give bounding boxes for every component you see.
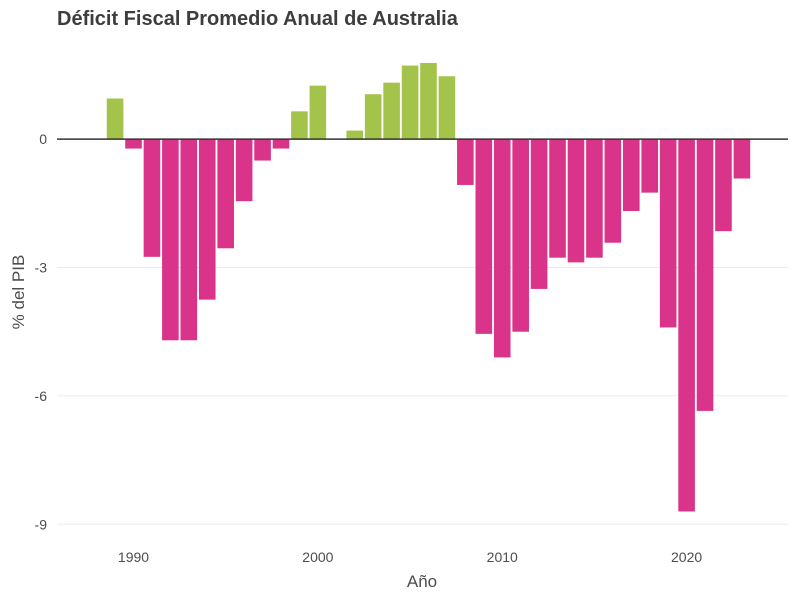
chart-title: Déficit Fiscal Promedio Anual de Austral… bbox=[57, 8, 459, 30]
bar-2019 bbox=[659, 139, 677, 328]
bar-2014 bbox=[567, 139, 585, 263]
bar-2008 bbox=[457, 139, 474, 185]
bar-1999 bbox=[291, 111, 308, 140]
bar-1989 bbox=[106, 98, 124, 140]
bar-1993 bbox=[180, 139, 198, 341]
y-tick-label: 0 bbox=[39, 131, 47, 147]
bar-1992 bbox=[162, 139, 179, 341]
bar-2013 bbox=[549, 139, 566, 258]
x-tick-labels: 1990 2000 2010 2020 bbox=[118, 549, 702, 565]
x-axis-title: Año bbox=[407, 572, 437, 591]
y-tick-label: -9 bbox=[35, 516, 48, 532]
bar-1991 bbox=[143, 139, 161, 257]
bar-2018 bbox=[641, 139, 659, 193]
x-tick-label: 1990 bbox=[118, 549, 149, 565]
bar-2016 bbox=[604, 139, 622, 243]
bar-1994 bbox=[198, 139, 216, 300]
y-tick-label: -6 bbox=[35, 388, 48, 404]
y-tick-labels: 0 -3 -6 -9 bbox=[35, 131, 48, 532]
bar-2021 bbox=[696, 139, 714, 411]
bar-2006 bbox=[420, 62, 437, 140]
bar-1996 bbox=[235, 139, 253, 202]
bar-2022 bbox=[715, 139, 732, 232]
bar-2005 bbox=[401, 65, 419, 140]
y-tick-label: -3 bbox=[35, 260, 48, 276]
bar-1997 bbox=[254, 139, 271, 161]
x-tick-label: 2000 bbox=[302, 549, 333, 565]
bar-2015 bbox=[586, 139, 603, 258]
bar-2020 bbox=[678, 139, 695, 512]
bar-2002 bbox=[346, 130, 364, 140]
bars bbox=[106, 62, 751, 512]
x-tick-label: 2010 bbox=[487, 549, 518, 565]
x-tick-label: 2020 bbox=[671, 549, 702, 565]
bar-2012 bbox=[530, 139, 548, 289]
bar-2007 bbox=[438, 76, 456, 140]
bar-1998 bbox=[272, 139, 290, 149]
y-axis-title: % del PIB bbox=[9, 255, 28, 330]
bar-2010 bbox=[493, 139, 511, 358]
bar-1995 bbox=[217, 139, 234, 249]
bar-2009 bbox=[475, 139, 493, 334]
bar-2011 bbox=[512, 139, 529, 332]
bar-1990 bbox=[125, 139, 142, 149]
bar-2004 bbox=[383, 82, 400, 140]
bar-2023 bbox=[733, 139, 751, 179]
bar-2000 bbox=[309, 85, 327, 140]
bar-2003 bbox=[364, 94, 382, 140]
bar-2017 bbox=[622, 139, 640, 212]
